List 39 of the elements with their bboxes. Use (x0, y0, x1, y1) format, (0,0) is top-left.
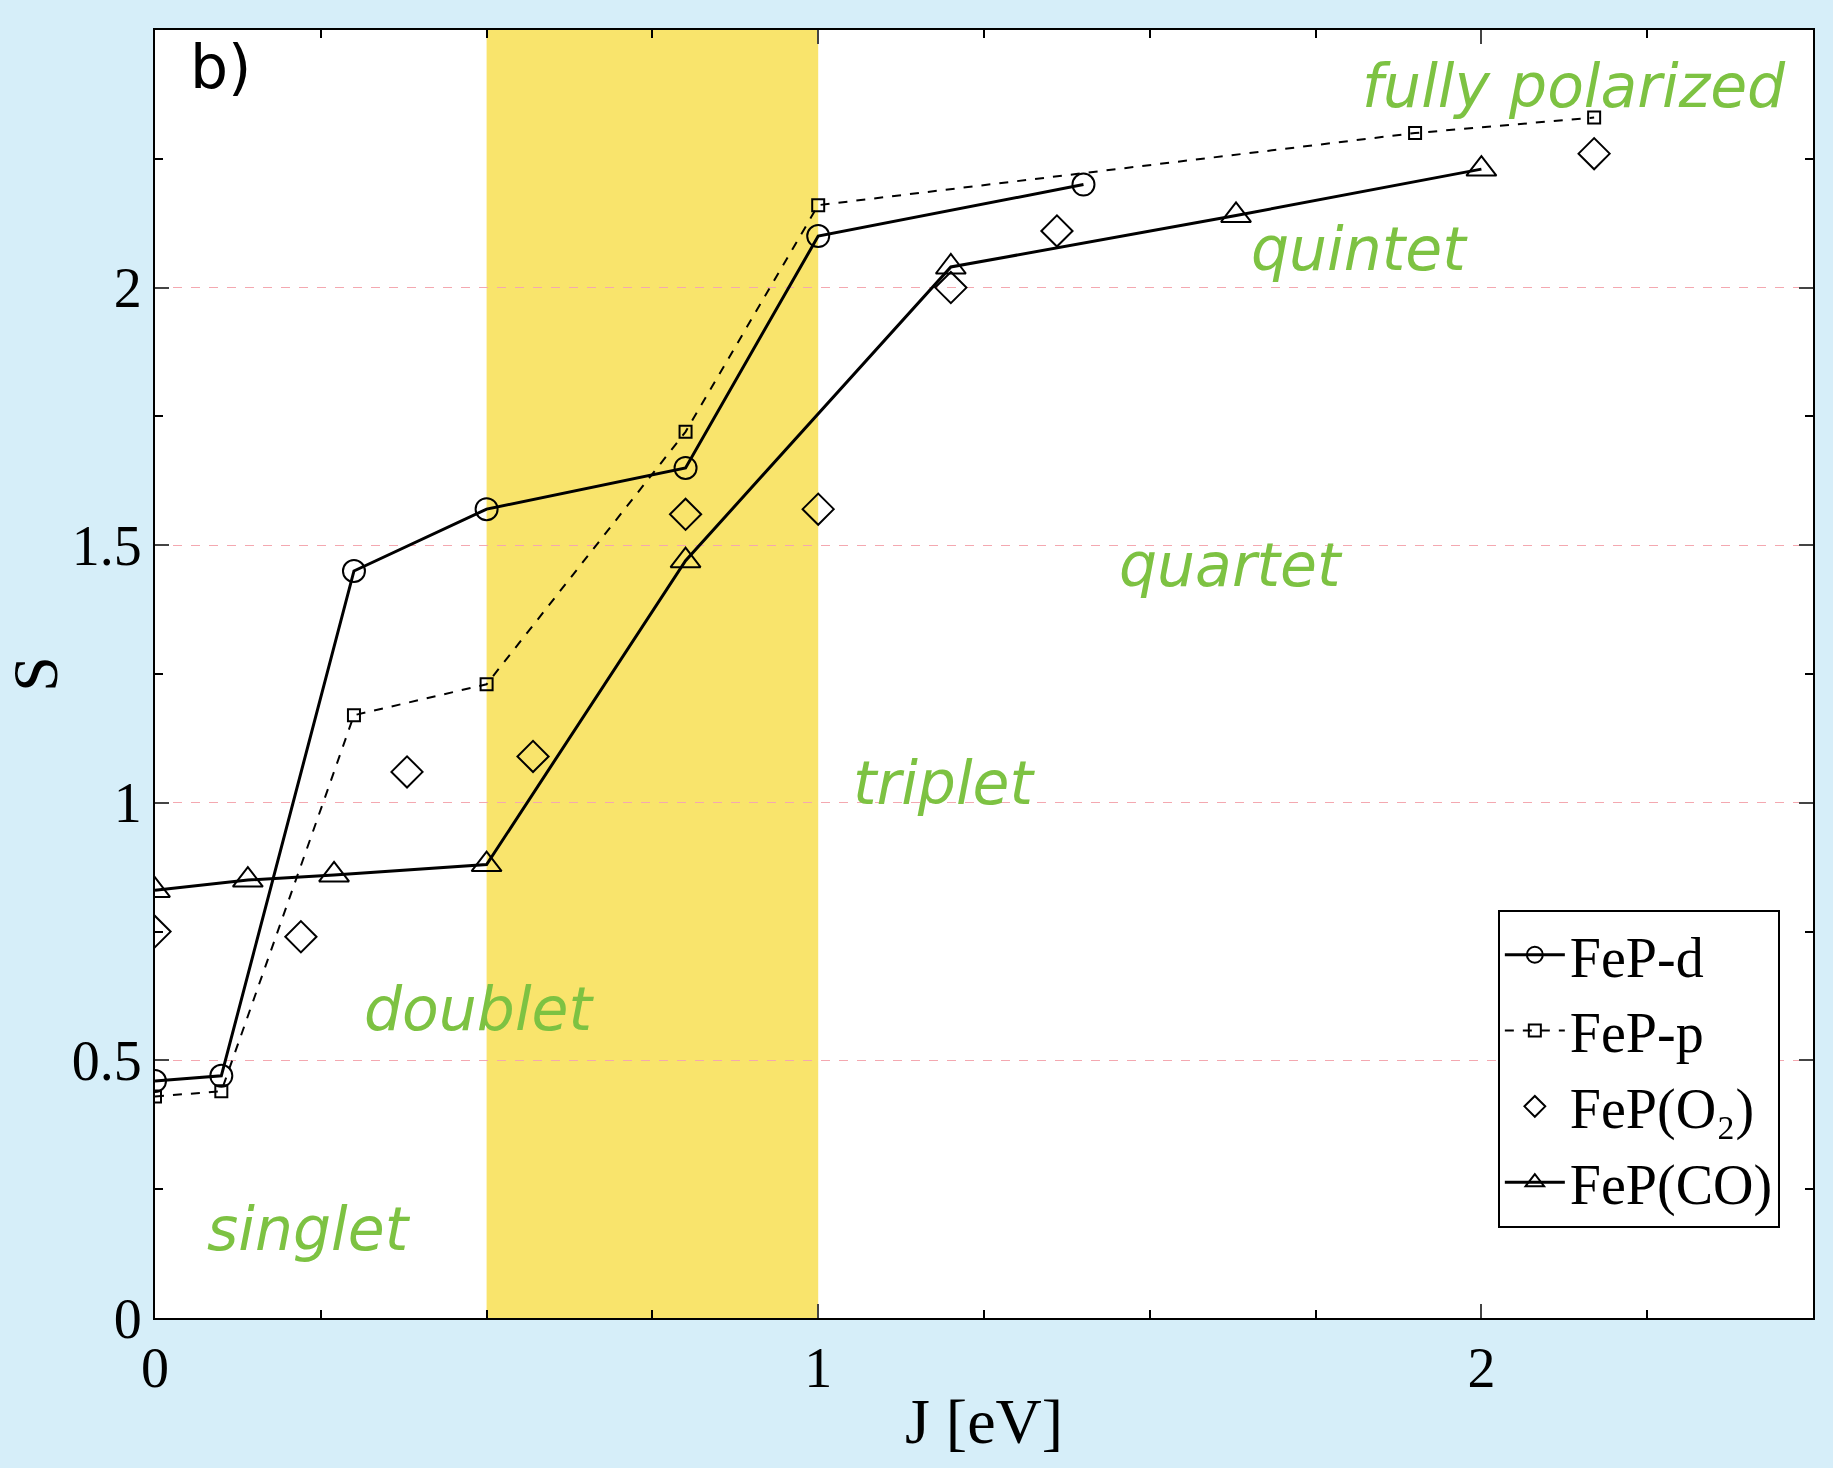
y-tick-label: 1.5 (71, 514, 142, 577)
point (1408, 126, 1423, 141)
annotation: fully polarized (1362, 51, 1787, 121)
point (516, 739, 550, 774)
legend-label: FeP-d (1569, 926, 1704, 989)
point (668, 497, 703, 531)
point (801, 492, 835, 526)
point (1040, 214, 1074, 248)
point (341, 558, 366, 583)
legend-label: FeP-p (1569, 1002, 1704, 1065)
y-tick-label: 1 (113, 772, 142, 835)
y-axis-title: S (0, 656, 71, 692)
y-tick-label: 0 (113, 1287, 142, 1350)
point (390, 755, 424, 789)
point (811, 198, 826, 213)
point (284, 920, 318, 954)
annotation: b) (190, 32, 252, 102)
point (474, 497, 499, 522)
annotation: triplet (853, 748, 1036, 818)
x-tick-label: 1 (804, 1337, 833, 1400)
point (209, 1063, 234, 1088)
annotation: quartet (1119, 530, 1343, 600)
annotation: singlet (207, 1194, 411, 1264)
point (1071, 172, 1096, 197)
x-tick-label: 2 (1467, 1337, 1496, 1400)
point (479, 677, 494, 692)
x-axis-title: J [eV] (904, 1386, 1064, 1457)
point (934, 271, 968, 305)
annotation: quintet (1251, 214, 1469, 284)
point (678, 424, 693, 439)
point (1577, 137, 1611, 171)
point (673, 455, 698, 480)
y-tick-label: 2 (113, 257, 142, 320)
point (214, 1084, 229, 1099)
point (806, 224, 831, 249)
point (346, 708, 361, 723)
legend-label: FeP(CO) (1569, 1153, 1773, 1217)
legend-label: FeP(O₂) (1569, 1078, 1755, 1142)
y-tick-label: 0.5 (71, 1030, 142, 1092)
